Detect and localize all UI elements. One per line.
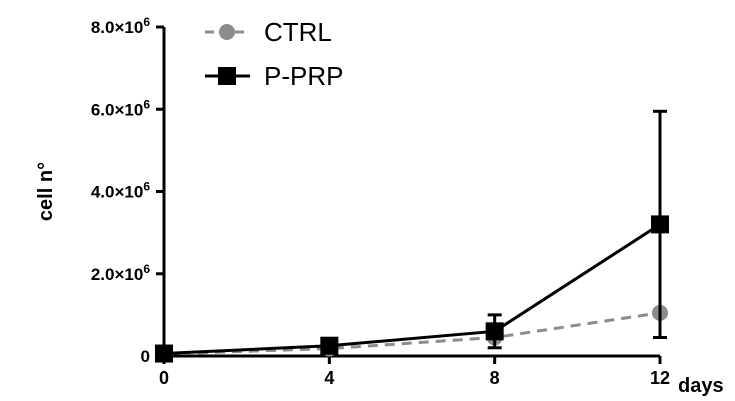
x-axis-label: days (678, 375, 724, 397)
data-point (155, 344, 173, 363)
x-tick-label: 8 (490, 368, 500, 388)
y-tick-label: 8.0×106 (91, 15, 150, 37)
legend-item-ctrl: CTRL (205, 17, 332, 47)
x-tick-label: 0 (159, 368, 169, 388)
y-tick-label: 4.0×106 (91, 180, 150, 202)
series-ctrl (156, 304, 668, 362)
legend-marker (219, 24, 235, 40)
x-ticks: 0 4 8 12 (159, 356, 670, 388)
data-point (320, 336, 339, 355)
data-point (485, 322, 504, 341)
legend-label: CTRL (264, 17, 332, 47)
series-line (163, 223, 661, 356)
y-ticks: 0 2.0×106 4.0×106 6.0×106 8.0×106 (91, 15, 164, 366)
legend-marker (218, 67, 236, 85)
legend-label: P-PRP (264, 61, 343, 91)
y-axis-label: cell n° (35, 162, 57, 221)
x-tick-label: 4 (324, 368, 334, 388)
series-p-prp (155, 109, 669, 363)
x-tick-label: 12 (650, 368, 670, 388)
data-point (651, 215, 669, 234)
series-line (163, 311, 661, 356)
legend: CTRL P-PRP (205, 17, 343, 91)
y-tick-label: 0 (141, 347, 150, 366)
legend-item-p-prp: P-PRP (205, 61, 343, 91)
y-tick-label: 6.0×106 (91, 97, 150, 119)
axes: 0 2.0×106 4.0×106 6.0×106 8.0×106 0 4 8 12 (91, 15, 670, 388)
series-layer (155, 109, 669, 363)
y-tick-label: 2.0×106 (91, 262, 150, 284)
